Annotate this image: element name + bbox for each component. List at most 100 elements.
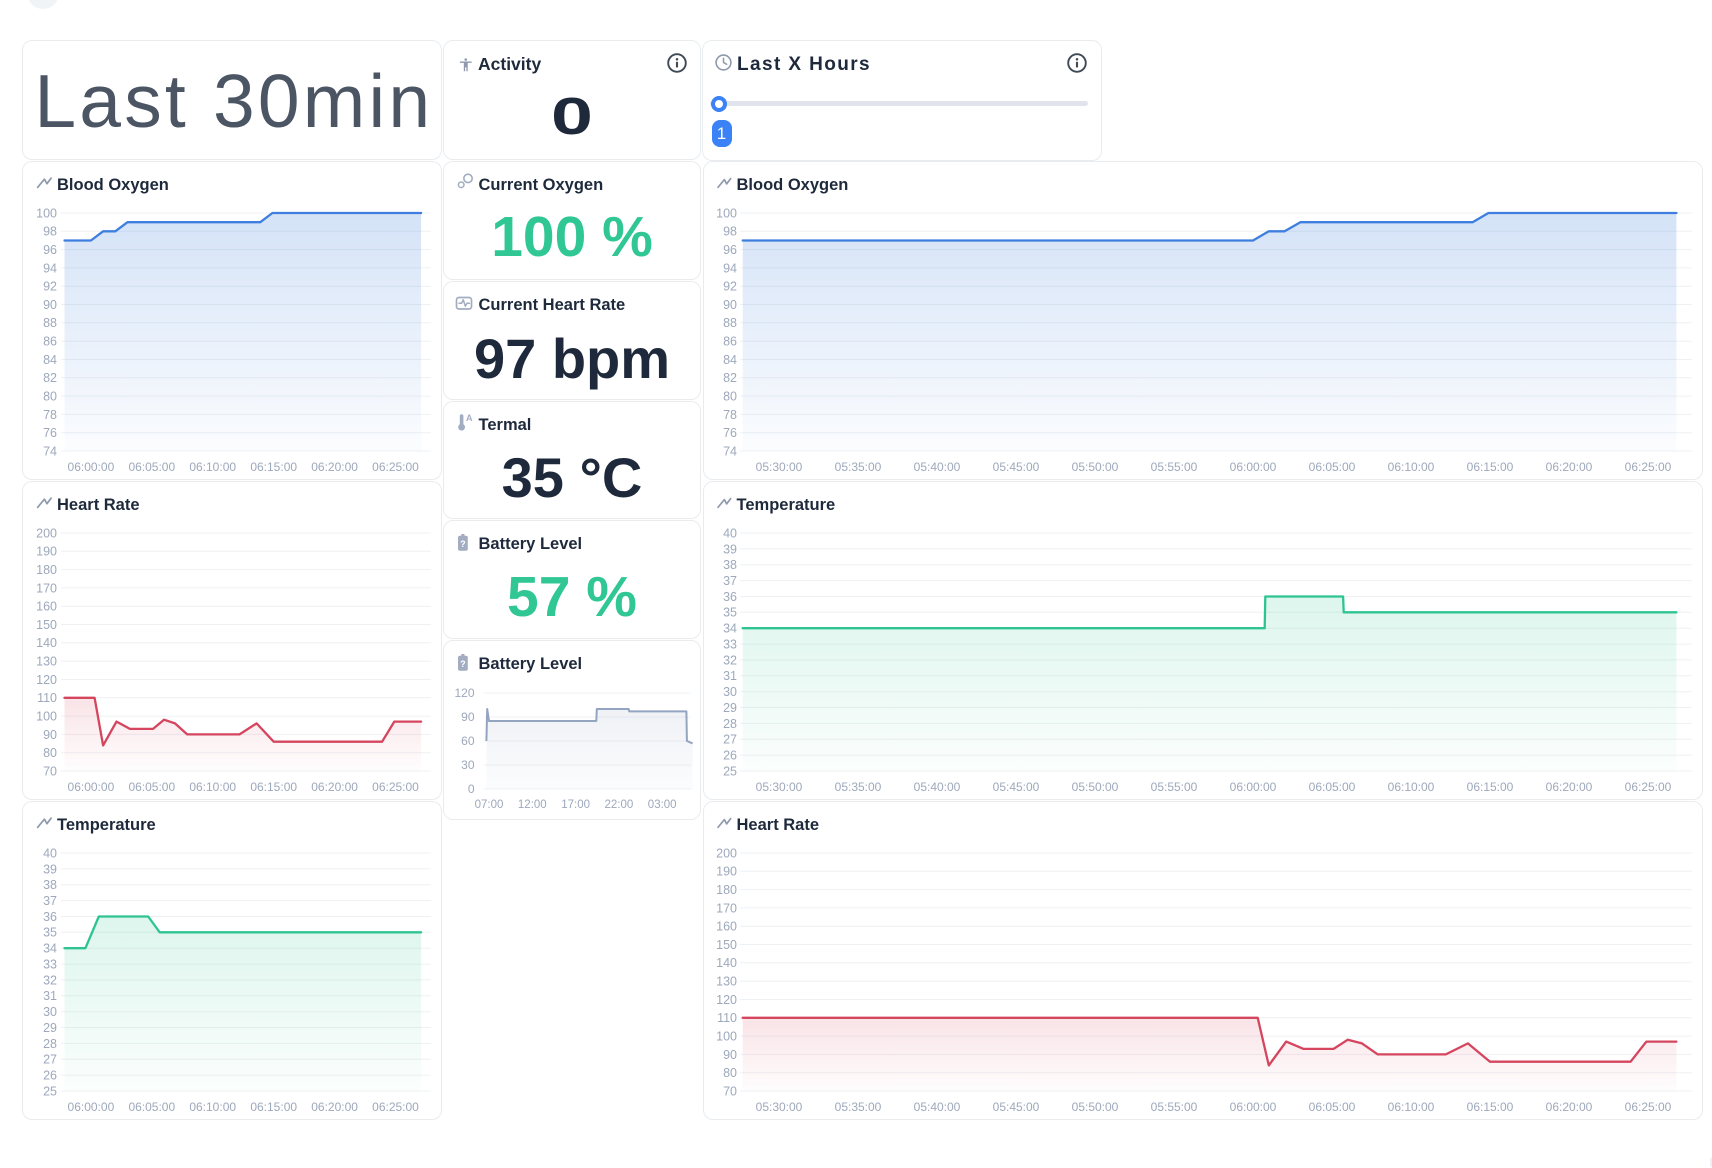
svg-text:82: 82 [43, 371, 57, 385]
svg-text:60: 60 [461, 734, 475, 748]
svg-text:17:00: 17:00 [561, 799, 590, 811]
svg-text:200: 200 [36, 526, 57, 540]
svg-text:06:05:00: 06:05:00 [128, 780, 175, 794]
svg-text:06:05:00: 06:05:00 [1309, 1100, 1356, 1114]
svg-text:06:15:00: 06:15:00 [250, 460, 297, 474]
svg-text:Activity: Activity [478, 54, 541, 74]
svg-text:05:50:00: 05:50:00 [1072, 780, 1119, 794]
svg-text:170: 170 [36, 581, 57, 595]
svg-text:94: 94 [723, 261, 737, 275]
svg-text:90: 90 [43, 728, 57, 742]
svg-text:82: 82 [723, 371, 737, 385]
svg-text:30: 30 [43, 1005, 57, 1019]
svg-text:0: 0 [551, 87, 593, 146]
svg-text:90: 90 [723, 1048, 737, 1062]
svg-text:06:20:00: 06:20:00 [1546, 460, 1593, 474]
svg-text:06:10:00: 06:10:00 [1388, 1100, 1435, 1114]
svg-text:170: 170 [716, 901, 737, 915]
svg-text:27: 27 [723, 733, 737, 747]
svg-text:06:20:00: 06:20:00 [311, 460, 358, 474]
svg-text:35: 35 [723, 606, 737, 620]
svg-text:Current Oxygen: Current Oxygen [479, 176, 604, 194]
svg-text:98: 98 [43, 225, 57, 239]
svg-text:84: 84 [43, 353, 57, 367]
svg-text:06:10:00: 06:10:00 [189, 780, 236, 794]
svg-text:120: 120 [716, 993, 737, 1007]
svg-text:Last X Hours: Last X Hours [737, 54, 871, 75]
svg-text:120: 120 [36, 673, 57, 687]
svg-text:05:35:00: 05:35:00 [835, 460, 882, 474]
svg-text:36: 36 [723, 590, 737, 604]
svg-text:37: 37 [43, 894, 57, 908]
svg-text:03:00: 03:00 [648, 799, 677, 811]
svg-text:0: 0 [468, 782, 475, 796]
svg-text:80: 80 [43, 389, 57, 403]
svg-text:05:35:00: 05:35:00 [835, 780, 882, 794]
svg-text:39: 39 [723, 542, 737, 556]
svg-text:110: 110 [717, 1011, 737, 1025]
svg-text:70: 70 [43, 764, 57, 778]
svg-text:Termal: Termal [479, 416, 532, 434]
svg-text:Temperature: Temperature [737, 496, 836, 514]
svg-text:90: 90 [43, 298, 57, 312]
svg-text:22:00: 22:00 [605, 799, 634, 811]
svg-text:40: 40 [723, 526, 737, 540]
svg-text:70: 70 [723, 1084, 737, 1098]
svg-text:05:45:00: 05:45:00 [993, 780, 1040, 794]
svg-text:180: 180 [36, 563, 57, 577]
svg-text:110: 110 [37, 691, 57, 705]
svg-text:05:30:00: 05:30:00 [756, 780, 803, 794]
svg-text:05:35:00: 05:35:00 [835, 1100, 882, 1114]
svg-text:100 %: 100 % [491, 205, 653, 269]
svg-text:80: 80 [723, 389, 737, 403]
svg-text:32: 32 [723, 653, 737, 667]
svg-text:06:05:00: 06:05:00 [1309, 780, 1356, 794]
svg-text:Last 30min: Last 30min [34, 59, 433, 143]
svg-text:05:30:00: 05:30:00 [756, 460, 803, 474]
svg-text:06:25:00: 06:25:00 [1625, 1100, 1672, 1114]
svg-text:96: 96 [43, 243, 57, 257]
svg-text:130: 130 [36, 655, 57, 669]
svg-text:06:00:00: 06:00:00 [1230, 460, 1277, 474]
svg-text:05:45:00: 05:45:00 [993, 460, 1040, 474]
svg-text:31: 31 [723, 669, 737, 683]
svg-text:06:15:00: 06:15:00 [1467, 780, 1514, 794]
svg-text:96: 96 [723, 243, 737, 257]
svg-text:05:55:00: 05:55:00 [1151, 780, 1198, 794]
svg-text:06:10:00: 06:10:00 [189, 460, 236, 474]
svg-text:06:05:00: 06:05:00 [128, 460, 175, 474]
svg-text:30: 30 [723, 685, 737, 699]
svg-text:140: 140 [716, 956, 737, 970]
svg-text:05:40:00: 05:40:00 [914, 1100, 961, 1114]
svg-text:Current Heart Rate: Current Heart Rate [479, 296, 626, 314]
svg-text:?: ? [460, 659, 466, 669]
svg-text:88: 88 [723, 316, 737, 330]
svg-text:30: 30 [461, 758, 475, 772]
svg-text:100: 100 [716, 206, 737, 220]
svg-text:27: 27 [43, 1053, 57, 1067]
svg-text:40: 40 [43, 846, 57, 860]
svg-text:33: 33 [43, 957, 57, 971]
svg-text:06:10:00: 06:10:00 [1388, 780, 1435, 794]
svg-text:06:15:00: 06:15:00 [1467, 460, 1514, 474]
svg-text:92: 92 [43, 280, 57, 294]
svg-text:06:15:00: 06:15:00 [250, 1100, 297, 1114]
svg-text:94: 94 [43, 261, 57, 275]
svg-text:06:05:00: 06:05:00 [1309, 460, 1356, 474]
svg-text:26: 26 [723, 748, 737, 762]
svg-text:06:00:00: 06:00:00 [68, 1100, 115, 1114]
svg-text:38: 38 [43, 878, 57, 892]
svg-text:06:00:00: 06:00:00 [68, 780, 115, 794]
svg-text:74: 74 [43, 444, 57, 458]
svg-text:Battery Level: Battery Level [479, 655, 583, 673]
svg-text:31: 31 [43, 989, 57, 1003]
svg-text:05:45:00: 05:45:00 [993, 1100, 1040, 1114]
svg-text:100: 100 [36, 206, 57, 220]
svg-text:78: 78 [723, 408, 737, 422]
svg-text:29: 29 [43, 1021, 57, 1035]
svg-text:180: 180 [716, 883, 737, 897]
svg-text:74: 74 [723, 444, 737, 458]
svg-text:86: 86 [43, 335, 57, 349]
svg-text:06:25:00: 06:25:00 [1625, 780, 1672, 794]
svg-text:120: 120 [454, 686, 474, 700]
